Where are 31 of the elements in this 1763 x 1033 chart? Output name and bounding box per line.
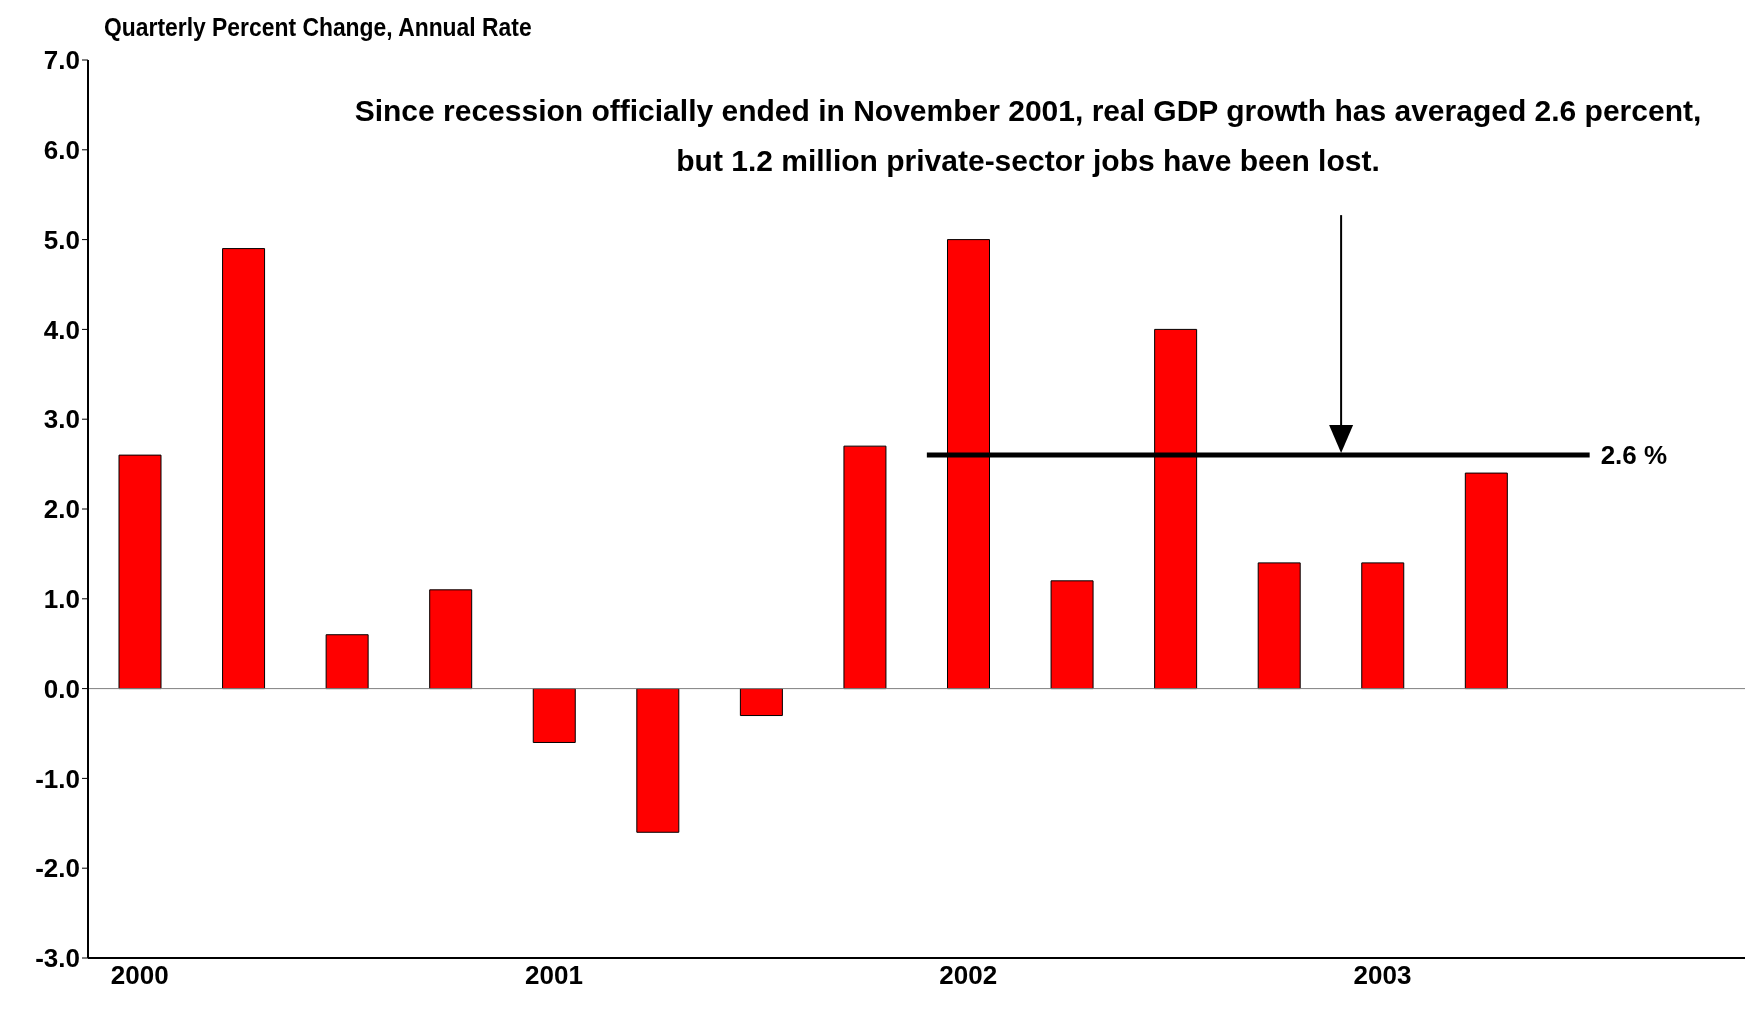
y-axis-title: Quarterly Percent Change, Annual Rate	[104, 12, 532, 43]
bar	[118, 454, 162, 690]
bar	[1257, 562, 1301, 690]
y-tick-label: 1.0	[43, 584, 80, 615]
y-tick-label: 7.0	[43, 45, 80, 76]
y-tick-label: 3.0	[43, 404, 80, 435]
annotation: but 1.2 million private-sector jobs have been lost.	[675, 143, 1381, 179]
annotation: Since recession officially ended in November 2001, real GDP growth has averaged 2.6 percent,	[353, 93, 1703, 129]
y-tick-label: 6.0	[43, 135, 80, 166]
x-tick-label: 2002	[939, 960, 998, 991]
x-tick-label: 2003	[1353, 960, 1412, 991]
bar	[636, 688, 680, 833]
bar	[1050, 580, 1094, 690]
bar	[325, 634, 369, 690]
x-tick-label: 2001	[525, 960, 583, 991]
y-tick-label: 2.0	[43, 494, 80, 525]
y-tick-label: -2.0	[35, 853, 80, 884]
y-tick-label: 0.0	[43, 673, 80, 704]
y-tick-label: -1.0	[35, 763, 80, 794]
bar	[429, 589, 473, 690]
bar	[843, 445, 887, 690]
ref-line-label: 2.6 %	[1600, 440, 1668, 471]
y-tick-label: 4.0	[43, 314, 80, 345]
bar	[532, 688, 576, 743]
y-tick-label: 5.0	[43, 224, 80, 255]
y-tick-label: -3.0	[35, 943, 80, 974]
bar	[739, 688, 783, 717]
bar	[1361, 562, 1405, 690]
bar	[222, 248, 266, 690]
bar	[1464, 472, 1508, 690]
x-tick-label: 2000	[110, 960, 169, 991]
